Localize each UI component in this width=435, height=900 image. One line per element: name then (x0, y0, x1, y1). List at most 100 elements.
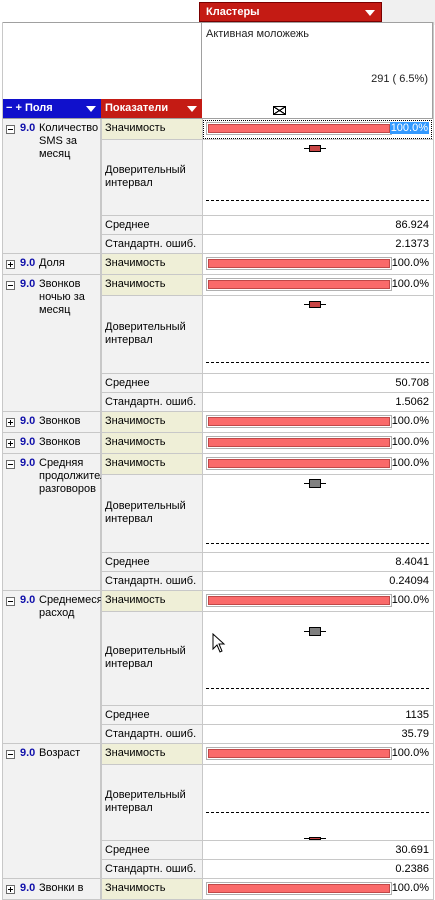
collapse-icon[interactable] (6, 597, 15, 606)
significance-bar (206, 122, 392, 135)
confidence-marker (304, 301, 326, 308)
indicator-std-error: Стандартн. ошиб. (101, 393, 202, 412)
indicators-dropdown[interactable]: Показатели (101, 99, 202, 118)
chevron-down-icon (187, 106, 197, 112)
significance-percent: 100.0% (391, 594, 429, 606)
indicator-significance: Значимость (101, 275, 202, 296)
indicator-mean: Среднее (101, 841, 202, 860)
significance-percent: 100.0% (391, 415, 429, 427)
clusters-label: Кластеры (206, 6, 260, 18)
confidence-box (309, 145, 321, 152)
significance-bar (206, 415, 392, 428)
chevron-down-icon (365, 10, 375, 16)
expand-icon[interactable] (6, 885, 15, 894)
confidence-baseline (206, 362, 429, 363)
field-cell: 9.0 Доля (2, 254, 101, 275)
significance-bar-fill (208, 749, 390, 758)
indicator-significance: Значимость (101, 454, 202, 475)
significance-percent: 100.0% (391, 457, 429, 469)
field-cell: 9.0 Количество SMS за месяц (2, 119, 101, 254)
fields-label: − + Поля (6, 102, 53, 114)
grid-line (433, 22, 434, 900)
toolbar-blank (0, 0, 202, 25)
significance-bar (206, 457, 392, 470)
significance-bar (206, 882, 392, 895)
significance-bar-fill (208, 417, 390, 426)
indicator-mean: Среднее (101, 553, 202, 572)
significance-value-cell[interactable]: 100.0% (202, 744, 433, 765)
fields-dropdown[interactable]: − + Поля (2, 99, 101, 118)
indicator-significance: Значимость (101, 433, 202, 454)
confidence-marker (304, 145, 326, 152)
mean-value: 1135 (202, 706, 433, 725)
indicator-significance: Значимость (101, 591, 202, 612)
indicators-label: Показатели (105, 102, 169, 114)
expand-icon[interactable] (6, 260, 15, 269)
confidence-interval-cell (202, 612, 433, 706)
indicator-mean: Среднее (101, 706, 202, 725)
field-name: Доля (39, 257, 65, 269)
significance-percent: 100.0% (391, 747, 429, 759)
std-error-value: 0.24094 (202, 572, 433, 591)
significance-value-cell[interactable]: 100.0% (202, 119, 433, 140)
expand-icon[interactable] (6, 418, 15, 427)
confidence-baseline (206, 688, 429, 689)
significance-bar (206, 594, 392, 607)
grid-line (202, 119, 203, 900)
significance-bar-fill (208, 596, 390, 605)
confidence-baseline (206, 200, 429, 201)
indicator-mean: Среднее (101, 216, 202, 235)
mouse-cursor-icon (212, 633, 226, 653)
significance-value-cell[interactable]: 100.0% (202, 591, 433, 612)
field-name: Звонков (39, 415, 81, 427)
indicator-std-error: Стандартн. ошиб. (101, 235, 202, 254)
collapse-icon[interactable] (6, 460, 15, 469)
indicator-std-error: Стандартн. ошиб. (101, 860, 202, 879)
expand-icon[interactable] (6, 439, 15, 448)
collapse-icon[interactable] (6, 281, 15, 290)
mean-value: 8.4041 (202, 553, 433, 572)
significance-value-cell[interactable]: 100.0% (202, 275, 433, 296)
significance-value-cell[interactable]: 100.0% (202, 433, 433, 454)
field-cell: 9.0 Средняя продолжительность разговоров (2, 454, 140, 591)
significance-bar-fill (208, 124, 390, 133)
indicator-significance: Значимость (101, 119, 202, 140)
significance-bar (206, 278, 392, 291)
significance-value-cell[interactable]: 100.0% (202, 254, 433, 275)
indicator-std-error: Стандартн. ошиб. (101, 572, 202, 591)
significance-percent: 100.0% (391, 882, 429, 894)
indicator-mean: Среднее (101, 374, 202, 393)
envelope-icon[interactable] (273, 106, 286, 115)
toolbar-gray (382, 0, 435, 25)
significance-percent: 100.0% (391, 436, 429, 448)
confidence-interval-cell (202, 765, 433, 841)
significance-bar (206, 257, 392, 270)
clusters-dropdown[interactable]: Кластеры (199, 2, 382, 22)
mean-value: 86.924 (202, 216, 433, 235)
field-name: Возраст (39, 747, 81, 759)
significance-value-cell[interactable]: 100.0% (202, 454, 433, 475)
indicator-significance: Значимость (101, 254, 202, 275)
significance-value-cell[interactable]: 100.0% (202, 879, 433, 900)
field-name: Звонков ночью за месяц (39, 278, 85, 316)
confidence-box (309, 479, 321, 488)
field-name: Количество SMS за месяц (39, 122, 99, 160)
indicator-significance: Значимость (101, 412, 202, 433)
significance-bar (206, 436, 392, 449)
significance-bar-fill (208, 259, 390, 268)
collapse-icon[interactable] (6, 125, 15, 134)
confidence-marker (304, 479, 326, 488)
significance-value-cell[interactable]: 100.0% (202, 412, 433, 433)
indicator-confidence-interval: Доверительный интервал (101, 475, 202, 553)
field-version: 9.0 (20, 882, 36, 894)
field-cell: 9.0 Возраст (2, 744, 101, 879)
field-version: 9.0 (20, 457, 36, 469)
collapse-icon[interactable] (6, 750, 15, 759)
indicator-confidence-interval: Доверительный интервал (101, 296, 202, 374)
significance-bar (206, 747, 392, 760)
std-error-value: 35.79 (202, 725, 433, 744)
chevron-down-icon (86, 106, 96, 112)
indicator-confidence-interval: Доверительный интервал (101, 765, 202, 841)
corner-box (2, 22, 202, 99)
significance-bar-fill (208, 280, 390, 289)
